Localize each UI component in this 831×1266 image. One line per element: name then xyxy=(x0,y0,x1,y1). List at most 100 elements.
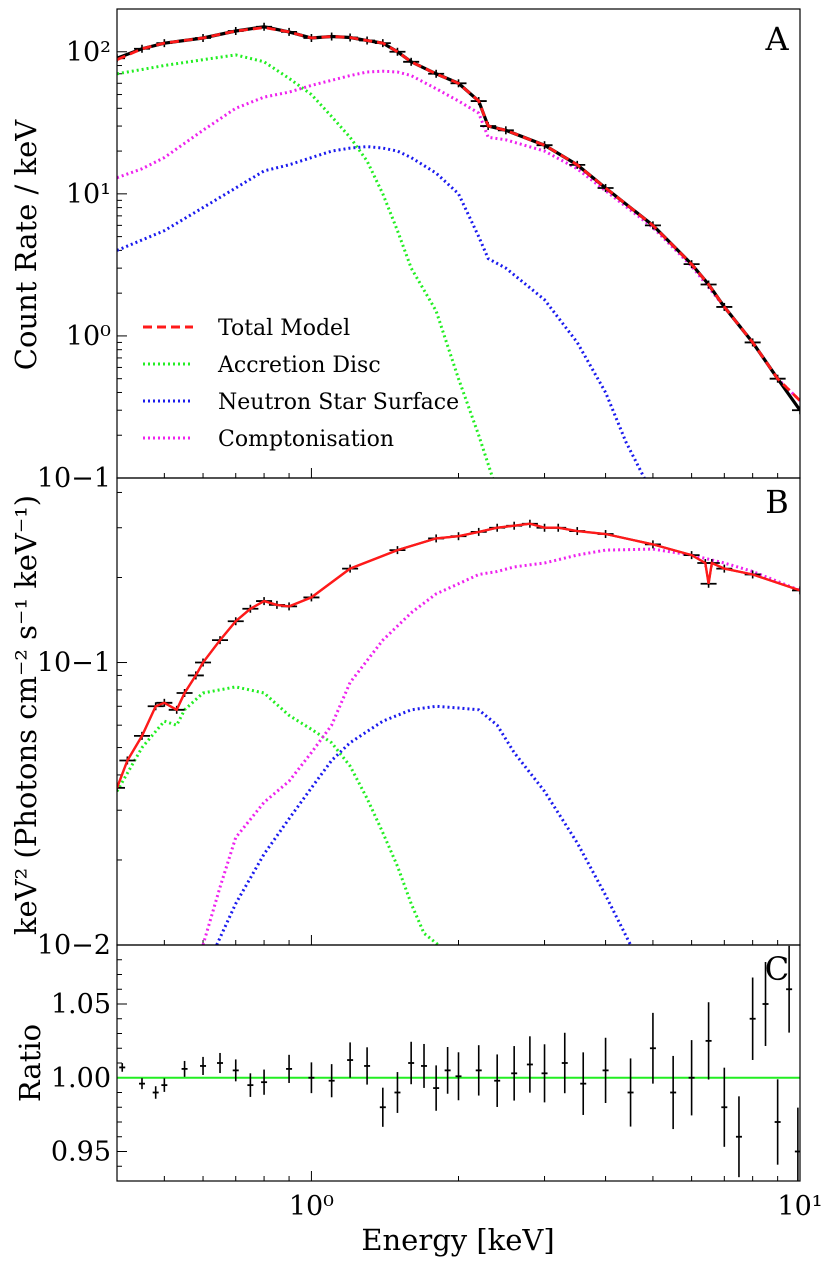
panel-c-series-ratio-point xyxy=(247,1073,254,1097)
panel-c-series-ratio-point xyxy=(494,1054,501,1107)
panel-a-ytick-label: 10¹ xyxy=(66,179,111,210)
panel-a-series-total-model-line xyxy=(117,26,800,402)
panel-c-series-ratio-point xyxy=(200,1056,207,1075)
panel-b-series-data-point xyxy=(792,586,800,595)
panel-c-letter: C xyxy=(765,950,789,988)
panel-b-ytick-label: 10−2 xyxy=(37,930,111,961)
panel-c-series-ratio-point xyxy=(421,1043,428,1088)
panel-c-series-ratio-point xyxy=(347,1042,354,1078)
panel-a-ytick-label: 10−1 xyxy=(37,463,111,494)
panel-b-series-accretion-disc-line xyxy=(117,685,440,945)
panel-a-series-total-model xyxy=(117,26,800,402)
panel-b-series-data-point xyxy=(117,783,125,792)
panel-c-series-ratio-point xyxy=(749,977,756,1060)
panel-c-series-ratio-point xyxy=(541,1044,548,1103)
panel-c-series-ratio xyxy=(119,945,800,1181)
panel-a-ytick-label: 10² xyxy=(66,37,111,68)
panel-c-series-ratio-point xyxy=(286,1054,293,1083)
legend-label-comptonisation: Comptonisation xyxy=(218,427,394,452)
panel-c-series-ratio-point xyxy=(526,1036,533,1093)
panel-c-series-ratio-point xyxy=(455,1052,462,1101)
panel-c-series-ratio-point xyxy=(649,1012,656,1084)
panel-b-series-total-model-line xyxy=(117,522,800,789)
panel-c-series-ratio-point xyxy=(152,1086,159,1099)
panel-a-series-data-point xyxy=(256,22,273,31)
legend-entry-accretion-disc: Accretion Disc xyxy=(143,353,381,378)
panel-c-series-ratio-point xyxy=(308,1062,315,1094)
panel-c-series-ratio-point xyxy=(561,1032,568,1094)
panel-c-series-ratio-point xyxy=(433,1065,440,1111)
panel-c-series-ratio-point xyxy=(735,1096,742,1178)
panel-c-series-ratio-point xyxy=(364,1047,371,1085)
panel-c-series-ratio-point xyxy=(762,962,769,1046)
panel-c-series-ratio-point xyxy=(670,1055,677,1130)
panel-c-series-ratio-point xyxy=(379,1087,386,1127)
panel-b-series-total-model xyxy=(117,522,800,789)
panel-a-series-data-point xyxy=(597,183,614,192)
panel-c-series-ratio-point xyxy=(119,1063,126,1072)
panel-c-series-ratio-point xyxy=(511,1046,518,1101)
panel-b-letter: B xyxy=(765,483,789,521)
panel-b-ytick-label: 10−1 xyxy=(37,648,111,679)
panel-c-series-ratio-point xyxy=(261,1069,268,1095)
panel-a-ticks: 10−1 10⁰ 10¹ 10² xyxy=(37,37,111,494)
panel-c-series-ratio-point xyxy=(774,1079,781,1165)
panel-b-series-neutron-star-surface xyxy=(215,704,632,945)
panel-a-letter: A xyxy=(764,20,789,58)
panel-c-series-ratio-point xyxy=(688,1040,695,1116)
panel-a-series xyxy=(117,22,800,478)
panel-b-series xyxy=(117,519,800,945)
panel-c-series-ratio-point xyxy=(138,1078,145,1090)
panel-c-ytick-label: 1.00 xyxy=(51,1063,111,1094)
panel-c: 0.95 1.00 1.05 10⁰ 10¹ C Ratio Energy [keV] xyxy=(13,944,823,1257)
panel-a-series-data-point xyxy=(536,141,553,150)
legend-label-total-model: Total Model xyxy=(218,316,350,341)
panel-a-series-data-point xyxy=(792,406,800,415)
panel-a-series-data-point xyxy=(403,57,420,66)
legend-label-accretion-disc: Accretion Disc xyxy=(217,353,381,378)
panel-c-series-ratio-point xyxy=(181,1060,188,1077)
panel-c-ytick-label: 0.95 xyxy=(51,1137,111,1168)
panel-c-minor-ticks xyxy=(116,959,801,1181)
panel-a-minor-ticks xyxy=(116,8,801,479)
panel-c-series-ratio-point xyxy=(217,1052,224,1074)
legend-entry-comptonisation: Comptonisation xyxy=(143,427,394,452)
panel-b-frame xyxy=(116,477,801,946)
panel-c-series-ratio-point xyxy=(786,945,793,1033)
x-axis-label: Energy [keV] xyxy=(361,1223,554,1257)
panel-b-series-neutron-star-surface-line xyxy=(215,704,632,945)
panel-c-series-ratio-point xyxy=(580,1052,587,1115)
panel-b: 10−2 10−1 B keV² (Photons cm⁻² s⁻¹ keV⁻¹) xyxy=(9,477,801,961)
panel-c-xtick-label: 10⁰ xyxy=(289,1191,334,1222)
legend-label-neutron-star-surface: Neutron Star Surface xyxy=(218,390,459,415)
panel-c-frame xyxy=(116,944,801,1182)
panel-c-series xyxy=(117,945,800,1181)
panel-c-xtick-label: 10¹ xyxy=(777,1191,822,1222)
panel-a-series-accretion-disc xyxy=(117,53,495,478)
panel-c-series-ratio-point xyxy=(394,1072,401,1113)
panel-a-series-neutron-star-surface-line xyxy=(117,145,646,478)
panel-c-ytick-label: 1.05 xyxy=(51,989,111,1020)
panel-a-series-data-point xyxy=(428,69,445,78)
panel-a-series-comptonisation xyxy=(117,69,800,402)
panel-b-series-accretion-disc xyxy=(117,685,440,945)
panel-c-series-ratio-point xyxy=(408,1041,415,1085)
panel-c-series-ratio-point xyxy=(232,1059,239,1082)
panel-c-series-ratio-point xyxy=(721,1067,728,1147)
panel-c-series-ratio-point xyxy=(161,1078,168,1092)
panel-c-ylabel: Ratio xyxy=(13,1024,47,1102)
panel-c-series-ratio-point xyxy=(444,1047,451,1094)
panel-a-series-neutron-star-surface xyxy=(117,145,646,478)
panel-b-series-comptonisation xyxy=(201,547,800,945)
panel-c-series-ratio-point xyxy=(602,1037,609,1103)
panel-a-series-data xyxy=(117,22,800,415)
panel-a: 10−1 10⁰ 10¹ 10² A Count Rate / keV Total M… xyxy=(9,8,801,494)
panel-c-series-ratio-point xyxy=(627,1058,634,1127)
panel-a-ylabel: Count Rate / keV xyxy=(9,119,43,370)
panel-b-minor-ticks xyxy=(116,491,801,946)
panel-b-ylabel: keV² (Photons cm⁻² s⁻¹ keV⁻¹) xyxy=(9,495,43,935)
legend-entry-neutron-star-surface: Neutron Star Surface xyxy=(143,390,459,415)
legend-entry-total-model: Total Model xyxy=(143,316,350,341)
panel-c-series-ratio-point xyxy=(705,1002,712,1080)
